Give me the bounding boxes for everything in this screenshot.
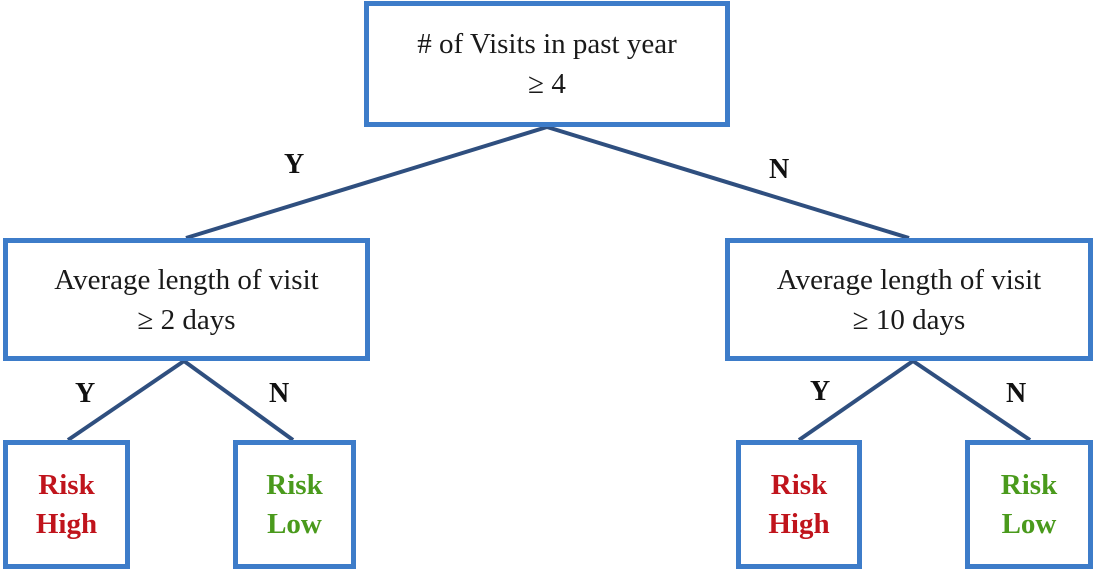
left-condition-line2: ≥ 2 days <box>137 303 236 336</box>
left-no-label: N <box>269 378 290 409</box>
leaf-right-high-line2: High <box>768 507 830 540</box>
right-condition-line1: Average length of visit <box>776 263 1042 296</box>
edge-right-to-high <box>797 359 915 442</box>
leaf-right-high-line1: Risk <box>770 468 828 501</box>
leaf-right-risk-low: Risk Low <box>965 440 1093 569</box>
right-yes-label: Y <box>810 376 831 407</box>
right-no-label: N <box>1006 378 1027 409</box>
right-decision-node: Average length of visit ≥ 10 days <box>725 238 1093 361</box>
leaf-left-low-line1: Risk <box>266 468 323 501</box>
leaf-left-risk-high: Risk High <box>3 440 130 569</box>
left-yes-label: Y <box>75 378 96 409</box>
root-condition-line1: # of Visits in past year <box>417 28 677 60</box>
root-no-label: N <box>769 154 790 185</box>
leaf-right-low-line2: Low <box>1001 507 1057 540</box>
leaf-left-high-line2: High <box>35 507 98 540</box>
edge-root-to-left <box>185 125 548 240</box>
right-condition-line2: ≥ 10 days <box>852 303 966 336</box>
edge-root-to-right <box>546 125 910 240</box>
left-decision-node: Average length of visit ≥ 2 days <box>3 238 370 361</box>
leaf-right-low-line1: Risk <box>1000 468 1058 501</box>
leaf-left-risk-low: Risk Low <box>233 440 356 569</box>
root-yes-label: Y <box>284 149 305 180</box>
left-condition-line1: Average length of visit <box>54 263 319 296</box>
leaf-left-low-line2: Low <box>267 507 322 540</box>
edge-left-to-high <box>66 359 186 442</box>
root-condition-line2: ≥ 4 <box>528 68 566 100</box>
leaf-right-risk-high: Risk High <box>736 440 862 569</box>
edge-left-to-low <box>182 359 295 442</box>
edge-right-to-low <box>911 359 1032 442</box>
leaf-left-high-line1: Risk <box>38 468 95 501</box>
root-decision-node: # of Visits in past year ≥ 4 <box>364 1 730 127</box>
